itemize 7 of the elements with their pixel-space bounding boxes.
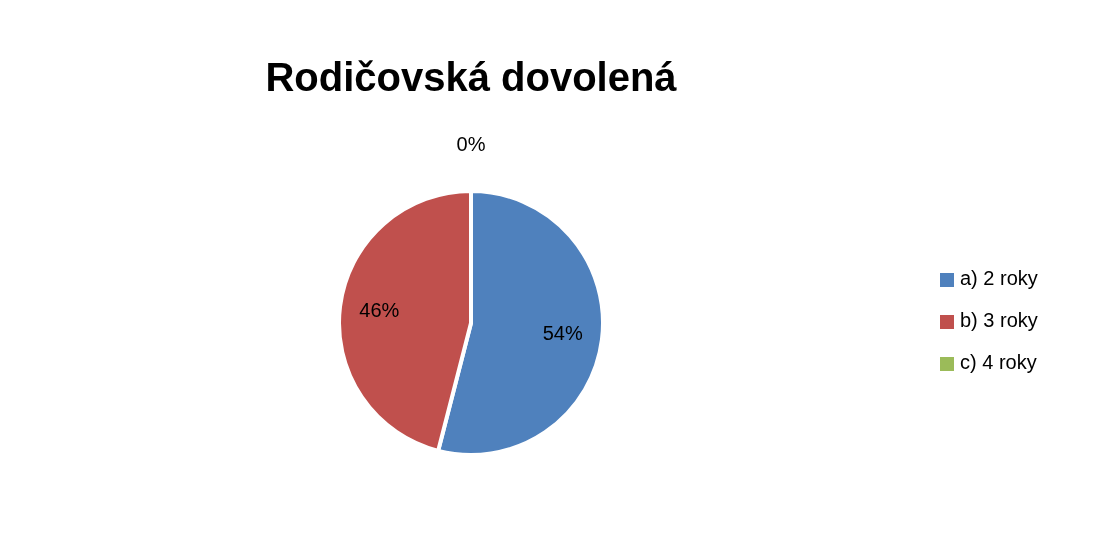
chart-title: Rodičovská dovolená — [265, 54, 678, 99]
data-label: 46% — [359, 298, 400, 321]
legend-label: a) 2 roky — [960, 267, 1038, 290]
legend-label: b) 3 roky — [960, 309, 1038, 332]
text: 0% — [456, 133, 486, 156]
data-label: 54% — [542, 321, 583, 344]
legend-label: c) 4 roky — [960, 351, 1037, 374]
